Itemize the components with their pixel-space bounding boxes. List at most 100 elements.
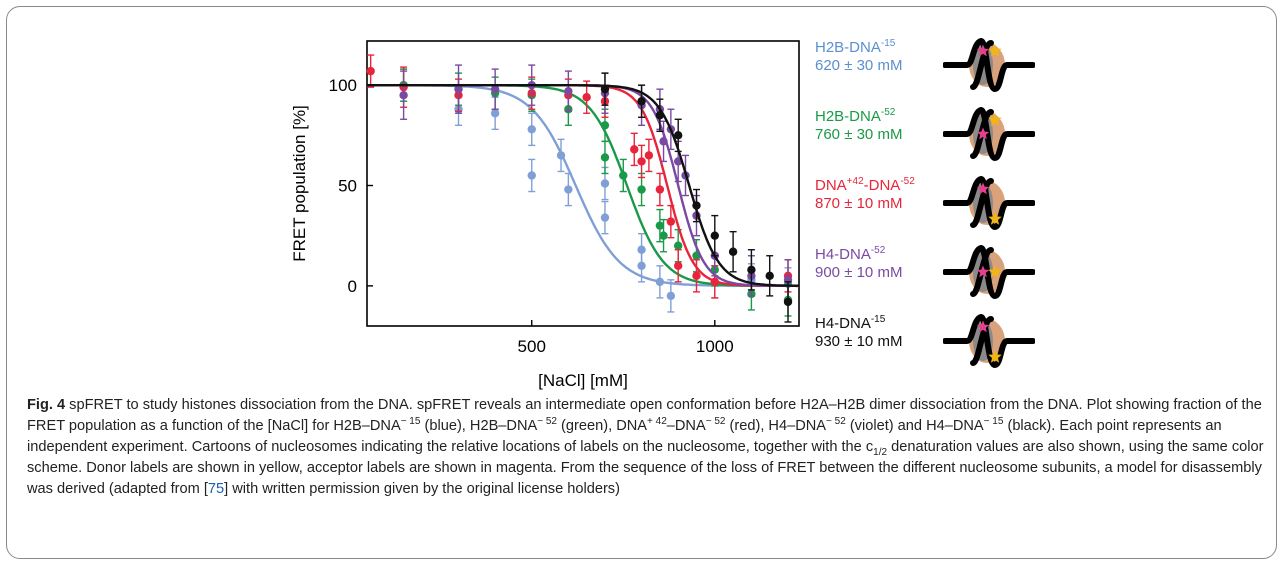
data-point bbox=[655, 221, 665, 230]
legend-entry: H4-DNA-52 900 ± 10 mM bbox=[815, 242, 1065, 302]
legend-sup: -15 bbox=[880, 38, 896, 49]
legend-value: 900 ± 10 mM bbox=[815, 264, 903, 281]
data-point bbox=[637, 157, 646, 166]
nucleosome-icon bbox=[943, 176, 1035, 231]
y-axis-label: FRET population [%] bbox=[290, 105, 309, 262]
fit-curve bbox=[367, 84, 799, 288]
x-tick-label: 500 bbox=[518, 337, 546, 356]
data-point bbox=[630, 145, 639, 154]
caption-sup: − 52 bbox=[826, 416, 846, 428]
data-point bbox=[600, 121, 610, 130]
legend-construct: DNA+42-DNA-52 bbox=[815, 177, 915, 195]
data-point bbox=[655, 185, 665, 194]
data-point bbox=[527, 125, 536, 134]
legend-label: H4-DNA-52 900 ± 10 mM bbox=[815, 246, 902, 282]
legend-value: 620 ± 30 mM bbox=[815, 57, 903, 74]
figure-frame: 500 1000 0 50 100 [NaCl] [mM] FRET population … bbox=[6, 6, 1277, 559]
data-point bbox=[399, 90, 408, 100]
caption-sup: − 52 bbox=[705, 416, 726, 428]
caption-sub: 1/2 bbox=[873, 446, 888, 458]
nucleosome-icon bbox=[943, 38, 1035, 93]
data-point bbox=[666, 217, 676, 226]
fret-chart: 500 1000 0 50 100 [NaCl] [mM] FRET population … bbox=[290, 40, 800, 390]
legend-sup: +42 bbox=[846, 176, 864, 187]
plot-frame bbox=[366, 40, 800, 327]
caption-text: –DNA bbox=[666, 418, 706, 434]
data-point bbox=[747, 265, 756, 275]
data-point bbox=[366, 66, 375, 76]
data-point bbox=[637, 261, 646, 270]
legend-sup: -15 bbox=[870, 314, 886, 325]
caption-sup: + 42 bbox=[647, 416, 667, 428]
data-point bbox=[673, 131, 683, 140]
data-point bbox=[490, 84, 500, 94]
legend-value: 870 ± 10 mM bbox=[815, 195, 903, 212]
caption-text: denaturation values are also shown, usin… bbox=[27, 439, 1264, 497]
data-point bbox=[582, 92, 591, 102]
caption-sup: − 15 bbox=[983, 416, 1004, 428]
data-point bbox=[765, 271, 774, 281]
caption-text: ] with written permission given by the o… bbox=[224, 481, 620, 497]
data-point bbox=[692, 201, 701, 210]
x-axis-label: [NaCl] [mM] bbox=[538, 371, 628, 390]
legend-sup: -52 bbox=[880, 107, 896, 118]
legend-label: DNA+42-DNA-52 870 ± 10 mM bbox=[815, 177, 915, 213]
legend-sup: -52 bbox=[900, 176, 915, 187]
data-point bbox=[655, 111, 665, 120]
data-point bbox=[564, 185, 573, 194]
fit-curve bbox=[367, 84, 799, 288]
legend-name: H4-DNA bbox=[815, 246, 871, 263]
caption-text: spFRET to study histones dissociation fr… bbox=[27, 397, 1262, 434]
legend-name: H4-DNA bbox=[815, 315, 871, 332]
legend-name: H2B-DNA bbox=[815, 108, 881, 125]
data-point bbox=[673, 241, 683, 250]
legend-sup: -52 bbox=[870, 245, 886, 256]
data-point bbox=[564, 86, 573, 96]
nucleosome-icon bbox=[943, 107, 1035, 162]
data-point bbox=[600, 213, 610, 222]
data-point bbox=[710, 277, 719, 287]
data-point bbox=[637, 185, 646, 194]
data-point bbox=[666, 291, 676, 301]
legend-label: H2B-DNA-15 620 ± 30 mM bbox=[815, 39, 902, 75]
data-point bbox=[710, 231, 719, 240]
data-point bbox=[692, 271, 701, 281]
nucleosome-icon bbox=[943, 245, 1035, 300]
caption-sup: − 52 bbox=[537, 416, 557, 428]
legend-entry: H2B-DNA-52 760 ± 30 mM bbox=[815, 104, 1065, 164]
legend-name: H2B-DNA bbox=[815, 39, 881, 56]
data-point bbox=[619, 171, 628, 180]
legend-name: DNA bbox=[815, 177, 847, 194]
data-point bbox=[644, 151, 654, 160]
legend-entry: H4-DNA-15 930 ± 10 mM bbox=[815, 311, 1065, 371]
legend-entry: H2B-DNA-15 620 ± 30 mM bbox=[815, 35, 1065, 95]
legend-construct: H2B-DNA-15 bbox=[815, 39, 902, 57]
caption-text: (blue), H2B–DNA bbox=[420, 418, 538, 434]
x-tick-label: 1000 bbox=[696, 337, 734, 356]
reference-link[interactable]: 75 bbox=[207, 481, 225, 497]
data-point bbox=[454, 84, 463, 94]
legend-entry: DNA+42-DNA-52 870 ± 10 mM bbox=[815, 173, 1065, 233]
data-point bbox=[600, 179, 610, 188]
legend-name: -DNA bbox=[863, 177, 901, 194]
caption-sup: − 15 bbox=[400, 416, 421, 428]
caption-text: (violet) and H4–DNA bbox=[845, 418, 984, 434]
y-tick-label: 100 bbox=[329, 76, 357, 95]
caption-text: (red), H4–DNA bbox=[725, 418, 827, 434]
legend-construct: H4-DNA-15 bbox=[815, 315, 902, 333]
y-tick-label: 0 bbox=[348, 277, 357, 296]
data-point bbox=[600, 153, 610, 162]
legend-value: 930 ± 10 mM bbox=[815, 333, 903, 350]
data-point bbox=[556, 151, 566, 160]
data-point bbox=[728, 247, 738, 256]
legend-value: 760 ± 30 mM bbox=[815, 126, 903, 143]
figure-caption: Fig. 4 spFRET to study histones dissocia… bbox=[27, 395, 1277, 500]
y-tick-label: 50 bbox=[338, 177, 357, 196]
data-point bbox=[600, 84, 610, 94]
data-point bbox=[490, 109, 500, 118]
figure-label: Fig. 4 bbox=[27, 397, 66, 413]
data-point bbox=[673, 261, 683, 270]
plot-area: 500 1000 0 50 100 [NaCl] [mM] FRET population … bbox=[290, 40, 800, 390]
legend-label: H4-DNA-15 930 ± 10 mM bbox=[815, 315, 902, 351]
nucleosome-icon bbox=[943, 314, 1035, 369]
